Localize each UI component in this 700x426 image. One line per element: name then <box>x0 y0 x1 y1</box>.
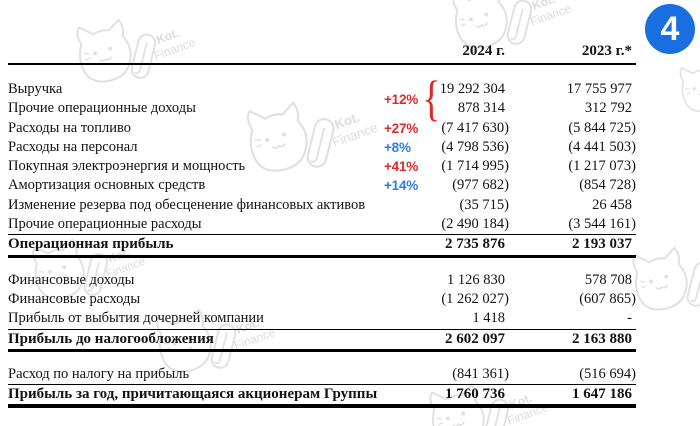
row-label: Прибыль до налогообложения <box>8 330 214 347</box>
row-label: Расходы на персонал <box>8 138 138 155</box>
kot-cat-watermark-icon <box>627 243 700 316</box>
table-header-row: 2024 г. 2023 г.* <box>8 42 636 65</box>
row-value-2023: 312 792 <box>584 100 632 117</box>
section-spacer <box>8 352 636 365</box>
row-label: Прочие операционные расходы <box>8 216 202 233</box>
column-header-2023: 2023 г.* <box>581 43 632 59</box>
page-number-badge: 4 <box>645 4 695 54</box>
row-value-2024: (4 798 536) <box>441 138 509 155</box>
row-growth-pct <box>383 80 431 99</box>
row-value-2024: (1 714 995) <box>441 158 509 175</box>
row-label: Амортизация основных средств <box>8 177 206 194</box>
row-value-2023: (5 844 725) <box>568 119 636 136</box>
row-value-2023: 2 163 880 <box>572 330 632 347</box>
table-row: Финансовые доходы 1 126 830 578 708 <box>8 271 636 290</box>
row-growth-pct <box>383 235 431 254</box>
row-label: Финансовые доходы <box>8 271 135 288</box>
header-pct-spacer <box>383 42 431 60</box>
kot-cat-watermark-icon <box>675 58 700 116</box>
table-row: Изменение резерва под обесценение финанс… <box>8 196 636 215</box>
income-statement-table: 2024 г. 2023 г.* Выручка 19 292 304 17 7… <box>8 42 636 409</box>
row-value-2023: (3 544 161) <box>568 216 636 233</box>
row-growth-pct <box>383 271 431 290</box>
row-growth-pct <box>383 330 431 349</box>
table-row: Операционная прибыль 2 735 876 2 193 037 <box>8 235 636 258</box>
row-value-2024: (841 361) <box>452 365 509 382</box>
row-value-2024: 878 314 <box>457 100 505 117</box>
row-value-2024: (35 715) <box>459 196 509 213</box>
row-value-2023: (516 694) <box>579 365 636 382</box>
row-value-2024: (2 490 184) <box>441 216 509 233</box>
row-value-2024: 1 760 736 <box>445 386 505 403</box>
row-growth-pct <box>383 385 431 404</box>
table-row: Расходы на персонал +8% (4 798 536) (4 4… <box>8 138 636 157</box>
row-value-2023: 17 755 977 <box>566 81 632 97</box>
row-label: Прочие операционные доходы <box>8 100 196 117</box>
row-value-2023: - <box>627 310 632 327</box>
row-label: Изменение резерва под обесценение финанс… <box>8 196 366 213</box>
row-label: Прибыль за год, причитающаяся акционерам… <box>8 386 378 403</box>
row-value-2024: (1 262 027) <box>441 290 509 307</box>
table-row: Прибыль до налогообложения 2 602 097 2 1… <box>8 330 636 352</box>
row-value-2024: 1 126 830 <box>447 271 505 288</box>
row-value-2023: 578 708 <box>584 271 632 288</box>
row-label: Операционная прибыль <box>8 236 174 253</box>
row-growth-pct <box>383 196 431 215</box>
row-growth-pct: +27% <box>384 120 419 136</box>
row-growth-pct: +14% <box>384 178 419 194</box>
row-value-2023: 2 193 037 <box>572 236 632 253</box>
table-row: Финансовые расходы (1 262 027) (607 865) <box>8 290 636 309</box>
row-growth-pct: +41% <box>384 159 419 175</box>
row-value-2023: (1 217 073) <box>568 158 636 175</box>
table-row: Выручка 19 292 304 17 755 977 <box>8 80 636 99</box>
row-value-2023: (854 728) <box>579 177 636 194</box>
row-label: Прибыль от выбытия дочерней компании <box>8 310 264 327</box>
row-growth-pct <box>383 215 431 234</box>
row-growth-pct <box>383 290 431 309</box>
table-row: Амортизация основных средств +14% (977 6… <box>8 176 636 195</box>
row-value-2024: 2 735 876 <box>445 236 505 253</box>
row-value-2023: 26 458 <box>592 196 632 213</box>
row-label: Выручка <box>8 81 63 97</box>
row-label: Расход по налогу на прибыль <box>8 365 190 382</box>
table-body: Выручка 19 292 304 17 755 977 Прочие опе… <box>8 65 636 409</box>
table-row: Прочие операционные доходы 878 314 312 7… <box>8 99 636 118</box>
row-value-2023: 1 647 186 <box>572 386 632 403</box>
table-row: Прибыль от выбытия дочерней компании 1 4… <box>8 309 636 330</box>
row-value-2024: 2 602 097 <box>445 330 505 347</box>
row-growth-pct <box>383 99 431 118</box>
row-value-2024: (977 682) <box>452 177 509 194</box>
row-value-2023: (607 865) <box>579 290 636 307</box>
row-label: Покупная электроэнергия и мощность <box>8 158 246 175</box>
row-value-2024: (7 417 630) <box>441 119 509 136</box>
column-header-2024: 2024 г. <box>462 43 505 59</box>
section-spacer <box>8 258 636 271</box>
table-row: Расход по налогу на прибыль (841 361) (5… <box>8 365 636 386</box>
table-row: Расходы на топливо +27% (7 417 630) (5 8… <box>8 119 636 138</box>
page-number-badge-label: 4 <box>660 9 680 48</box>
row-label: Финансовые расходы <box>8 290 141 307</box>
row-value-2024: 19 292 304 <box>439 81 505 97</box>
table-row: Прибыль за год, причитающаяся акционерам… <box>8 385 636 409</box>
row-label: Расходы на топливо <box>8 119 131 136</box>
row-value-2023: (4 441 503) <box>568 138 636 155</box>
header-label-spacer <box>8 42 383 60</box>
row-growth-pct <box>383 365 431 384</box>
row-growth-pct: +8% <box>384 139 411 155</box>
row-growth-pct <box>383 309 431 328</box>
row-value-2024: 1 418 <box>472 310 505 327</box>
table-row: Покупная электроэнергия и мощность +41% … <box>8 157 636 176</box>
table-row: Прочие операционные расходы (2 490 184) … <box>8 215 636 236</box>
